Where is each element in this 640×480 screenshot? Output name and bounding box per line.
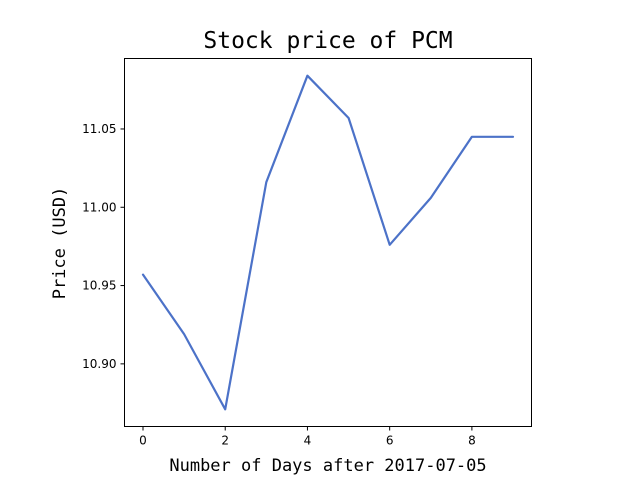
x-tick-label: 8 [468, 434, 476, 448]
y-tick-label: 11.00 [82, 200, 116, 214]
chart-title: Stock price of PCM [203, 28, 452, 54]
series-line [141, 74, 515, 411]
x-axis-label: Number of Days after 2017-07-05 [169, 456, 486, 476]
y-axis-label: Price (USD) [50, 187, 70, 300]
y-tick-label: 11.05 [82, 122, 116, 136]
x-axis: 0 2 4 6 8 [139, 426, 476, 448]
series-group [141, 74, 515, 411]
y-axis: 10.90 10.95 11.00 11.05 [82, 122, 125, 371]
plot-frame [124, 58, 532, 427]
y-tick-label: 10.95 [82, 279, 116, 293]
x-tick-label: 2 [221, 434, 229, 448]
y-tick-label: 10.90 [82, 357, 116, 371]
x-tick-label: 6 [386, 434, 394, 448]
x-tick-label: 0 [139, 434, 147, 448]
x-tick-label: 4 [304, 434, 312, 448]
